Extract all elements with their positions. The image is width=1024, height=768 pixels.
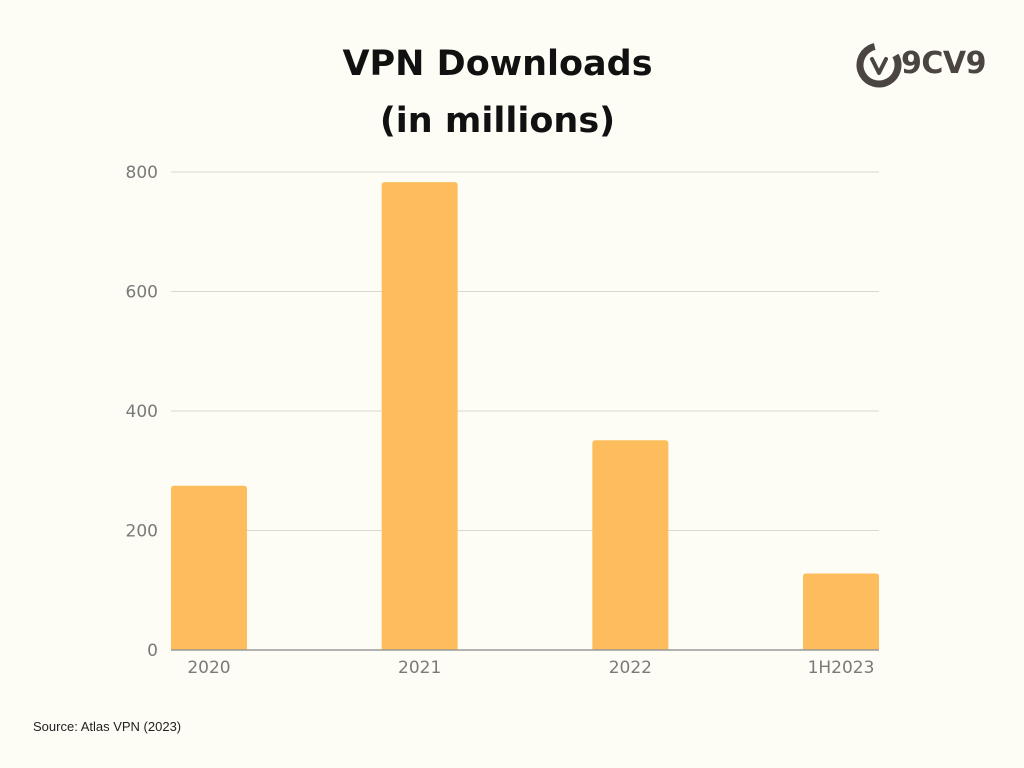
y-tick-label: 600 bbox=[126, 283, 158, 303]
bar-1h2023 bbox=[803, 573, 879, 650]
y-tick-label: 200 bbox=[126, 522, 158, 542]
x-tick-label: 1H2023 bbox=[808, 658, 875, 678]
x-tick-label: 2021 bbox=[398, 658, 441, 678]
source-note: Source: Atlas VPN (2023) bbox=[33, 719, 182, 734]
brand-logo: 9CV9 bbox=[855, 38, 1005, 94]
bar-2022 bbox=[592, 440, 669, 650]
y-tick-label: 800 bbox=[126, 163, 158, 183]
brand-logo-text: 9CV9 bbox=[901, 46, 986, 81]
x-tick-label: 2020 bbox=[187, 658, 230, 678]
y-tick-label: 0 bbox=[147, 641, 158, 661]
y-tick-label: 400 bbox=[126, 402, 158, 422]
bar-2020 bbox=[171, 485, 247, 650]
bar-2021 bbox=[381, 182, 458, 650]
chart-title-line-2: (in millions) bbox=[379, 101, 616, 141]
chart-title-line-1: VPN Downloads bbox=[342, 44, 653, 84]
brand-logo-mark bbox=[856, 42, 902, 88]
x-tick-label: 2022 bbox=[609, 658, 652, 678]
